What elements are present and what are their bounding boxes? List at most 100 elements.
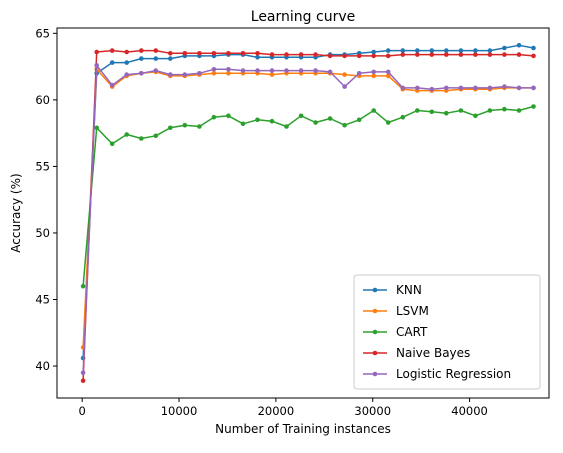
legend-marker-naive-bayes <box>372 350 378 356</box>
series-line-naive-bayes <box>82 49 534 381</box>
point-logistic-regression-20 <box>371 69 377 75</box>
point-logistic-regression-22 <box>400 85 406 91</box>
point-cart-30 <box>516 108 522 113</box>
point-logistic-regression-11 <box>240 68 246 73</box>
point-logistic-regression-4 <box>139 71 144 76</box>
point-naive-bayes-8 <box>197 51 202 56</box>
y-axis-title: Accuracy (%) <box>9 173 23 252</box>
point-knn-3 <box>124 60 129 65</box>
point-cart-28 <box>487 108 493 113</box>
y-tick-label-1: 45 <box>35 293 50 307</box>
point-logistic-regression-1 <box>94 63 99 68</box>
point-naive-bayes-30 <box>516 52 522 57</box>
point-naive-bayes-4 <box>139 48 144 53</box>
series-logistic-regression <box>80 63 536 376</box>
point-logistic-regression-5 <box>153 68 159 73</box>
x-axis-title: Number of Training instances <box>215 422 391 436</box>
y-tick-label-5: 65 <box>35 26 50 40</box>
point-logistic-regression-8 <box>197 71 202 76</box>
point-cart-12 <box>255 117 260 123</box>
point-knn-6 <box>168 56 173 61</box>
legend-marker-cart <box>372 329 378 335</box>
point-knn-2 <box>109 60 115 65</box>
point-naive-bayes-25 <box>444 52 449 57</box>
x-tick-label-4: 40000 <box>451 404 488 418</box>
point-knn-21 <box>385 48 391 53</box>
point-logistic-regression-15 <box>298 68 304 73</box>
point-naive-bayes-6 <box>168 51 173 56</box>
point-lsvm-10 <box>226 71 231 76</box>
point-naive-bayes-15 <box>298 52 304 57</box>
point-lsvm-21 <box>385 73 391 79</box>
point-cart-11 <box>240 121 246 127</box>
point-knn-4 <box>139 56 144 61</box>
plot-frame <box>56 27 550 399</box>
point-logistic-regression-28 <box>487 85 493 91</box>
point-knn-27 <box>473 48 478 53</box>
point-knn-12 <box>255 55 260 60</box>
point-logistic-regression-6 <box>168 72 173 77</box>
legend-label-logistic-regression: Logistic Regression <box>396 367 511 381</box>
point-naive-bayes-22 <box>400 52 406 57</box>
point-naive-bayes-17 <box>327 53 333 59</box>
point-naive-bayes-7 <box>182 51 188 56</box>
point-knn-25 <box>444 48 449 53</box>
point-logistic-regression-19 <box>356 71 362 76</box>
x-tick-label-0: 0 <box>79 404 86 418</box>
point-naive-bayes-21 <box>385 53 391 59</box>
point-cart-5 <box>153 133 159 139</box>
point-lsvm-13 <box>269 72 275 77</box>
point-cart-8 <box>197 124 202 129</box>
point-cart-6 <box>168 125 173 131</box>
point-knn-5 <box>153 56 159 61</box>
point-naive-bayes-24 <box>429 52 435 57</box>
point-cart-16 <box>313 120 318 125</box>
point-cart-21 <box>385 120 391 125</box>
point-cart-29 <box>502 106 507 112</box>
point-cart-25 <box>444 110 449 116</box>
point-naive-bayes-11 <box>240 51 246 56</box>
point-logistic-regression-12 <box>255 68 260 73</box>
point-logistic-regression-31 <box>531 85 536 91</box>
point-cart-31 <box>531 104 536 109</box>
legend: KNN LSVM CART Naive Bayes Logistic Regressio… <box>353 274 541 390</box>
y-tick-label-3: 55 <box>35 159 50 173</box>
point-logistic-regression-3 <box>124 72 129 77</box>
point-naive-bayes-13 <box>269 52 275 57</box>
point-cart-4 <box>139 136 144 141</box>
y-tick-label-0: 40 <box>35 359 50 373</box>
point-knn-20 <box>371 49 377 55</box>
point-lsvm-18 <box>342 72 347 77</box>
point-cart-24 <box>429 109 435 115</box>
point-naive-bayes-20 <box>371 53 377 59</box>
point-logistic-regression-13 <box>269 68 275 73</box>
point-naive-bayes-14 <box>284 52 289 57</box>
point-naive-bayes-26 <box>458 52 464 57</box>
point-knn-28 <box>487 48 493 53</box>
point-cart-1 <box>94 125 99 131</box>
point-logistic-regression-30 <box>516 85 522 91</box>
point-cart-18 <box>342 122 347 128</box>
point-naive-bayes-2 <box>109 48 115 53</box>
point-logistic-regression-0 <box>80 370 86 376</box>
point-logistic-regression-7 <box>182 72 188 77</box>
point-knn-29 <box>502 45 507 51</box>
point-cart-27 <box>473 113 478 119</box>
series-cart <box>80 104 536 289</box>
point-cart-19 <box>356 117 362 123</box>
point-logistic-regression-16 <box>313 68 318 73</box>
point-naive-bayes-3 <box>124 49 129 55</box>
x-tick-label-2: 20000 <box>258 404 295 418</box>
legend-box <box>353 274 541 390</box>
point-cart-15 <box>298 113 304 119</box>
series-line-cart <box>82 105 534 287</box>
point-lsvm-9 <box>211 71 217 76</box>
point-cart-23 <box>415 108 420 113</box>
point-cart-10 <box>226 113 231 119</box>
point-logistic-regression-18 <box>342 84 347 89</box>
point-lsvm-20 <box>371 73 377 79</box>
point-logistic-regression-17 <box>327 69 333 75</box>
legend-marker-logistic-regression <box>372 371 378 377</box>
point-cart-26 <box>458 108 464 113</box>
point-logistic-regression-24 <box>429 86 435 92</box>
